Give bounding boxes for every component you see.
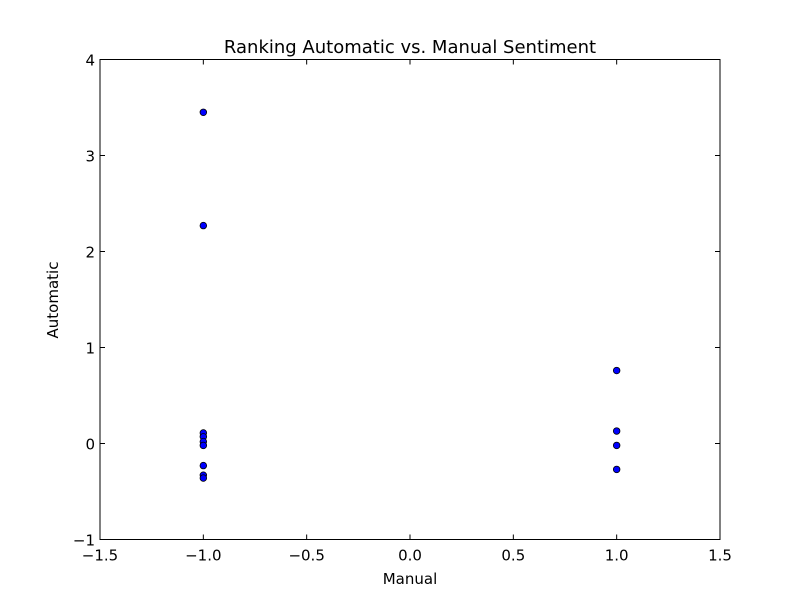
x-tick-label: −1.5 bbox=[82, 547, 118, 565]
data-point bbox=[612, 441, 621, 450]
x-axis-label: Manual bbox=[383, 570, 438, 588]
x-tick-label: −1.0 bbox=[185, 547, 221, 565]
x-axis: −1.5 −1.0 −0.5 0.0 0.5 1.0 1.5 bbox=[82, 59, 732, 565]
data-point bbox=[199, 108, 208, 116]
data-point bbox=[612, 465, 621, 474]
y-tick-label: 0 bbox=[85, 436, 95, 454]
x-tick-label: 0.0 bbox=[398, 547, 422, 565]
data-point bbox=[612, 366, 621, 375]
y-tick-label: −1 bbox=[73, 532, 95, 550]
data-point bbox=[612, 427, 621, 435]
y-tick-label: 3 bbox=[85, 148, 95, 166]
y-tick-label: 4 bbox=[85, 52, 95, 70]
y-axis-label: Automatic bbox=[44, 262, 62, 339]
y-tick-label: 1 bbox=[85, 340, 95, 358]
x-tick-label: 0.5 bbox=[501, 547, 525, 565]
data-points bbox=[199, 108, 621, 482]
data-point bbox=[199, 461, 208, 470]
x-tick-label: 1.0 bbox=[605, 547, 629, 565]
chart-title: Ranking Automatic vs. Manual Sentiment bbox=[224, 37, 596, 58]
data-point bbox=[199, 441, 208, 450]
x-tick-label: 1.5 bbox=[708, 547, 732, 565]
plot-frame bbox=[99, 59, 721, 540]
data-point bbox=[199, 221, 208, 230]
y-tick-label: 2 bbox=[85, 244, 95, 262]
x-tick-label: −0.5 bbox=[288, 547, 324, 565]
y-axis: −1 0 1 2 3 4 bbox=[73, 52, 720, 550]
data-point bbox=[199, 474, 208, 482]
